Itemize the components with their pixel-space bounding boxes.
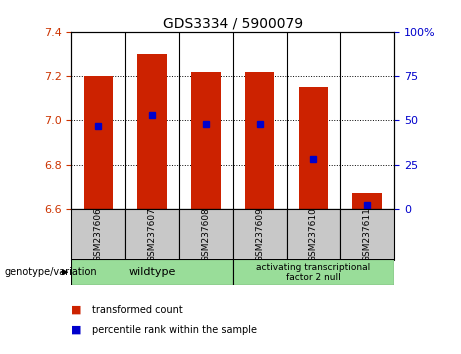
- Text: GSM237611: GSM237611: [363, 207, 372, 262]
- Text: GSM237608: GSM237608: [201, 207, 210, 262]
- Text: ■: ■: [71, 325, 82, 335]
- Text: GSM237606: GSM237606: [94, 207, 103, 262]
- Bar: [71, 259, 233, 285]
- Bar: [125, 209, 179, 260]
- Bar: [245, 72, 274, 209]
- Bar: [83, 76, 113, 209]
- Text: GSM237609: GSM237609: [255, 207, 264, 262]
- Bar: [233, 259, 394, 285]
- Bar: [287, 209, 340, 260]
- Text: wildtype: wildtype: [129, 267, 176, 277]
- Bar: [353, 193, 382, 209]
- Text: GSM237610: GSM237610: [309, 207, 318, 262]
- Bar: [179, 209, 233, 260]
- Text: GSM237607: GSM237607: [148, 207, 157, 262]
- Text: activating transcriptional
factor 2 null: activating transcriptional factor 2 null: [256, 263, 371, 282]
- Bar: [71, 209, 125, 260]
- Bar: [233, 209, 287, 260]
- Text: genotype/variation: genotype/variation: [5, 267, 97, 277]
- Text: percentile rank within the sample: percentile rank within the sample: [92, 325, 257, 335]
- Bar: [340, 209, 394, 260]
- Text: ■: ■: [71, 305, 82, 315]
- Text: transformed count: transformed count: [92, 305, 183, 315]
- Bar: [299, 87, 328, 209]
- Bar: [137, 54, 167, 209]
- Title: GDS3334 / 5900079: GDS3334 / 5900079: [163, 17, 303, 31]
- Bar: [191, 72, 221, 209]
